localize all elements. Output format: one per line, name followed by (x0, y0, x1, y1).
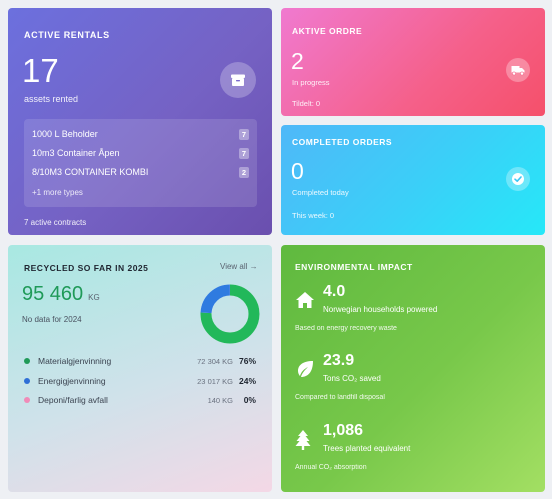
view-all-link[interactable]: View all → (220, 262, 258, 271)
legend-dot (24, 397, 30, 403)
active-orders-count: 2 (291, 48, 304, 74)
category-amount: 23 017 KG (197, 376, 233, 386)
active-rentals-card[interactable]: ACTIVE RENTALS 17 assets rented 1000 L B… (8, 8, 272, 235)
more-types-link[interactable]: +1 more types (32, 188, 83, 197)
impact-value: 23.9 (323, 352, 355, 369)
environmental-impact-card: ENVIRONMENTAL IMPACT 4.0 Norwegian house… (281, 245, 545, 492)
previous-year-note: No data for 2024 (22, 315, 82, 324)
list-item: Energigjenvinning 23 017 KG 24% (24, 375, 256, 387)
impact-note: Compared to landfill disposal (295, 394, 385, 401)
card-title: COMPLETED ORDERS (292, 137, 393, 147)
legend-dot (24, 358, 30, 364)
category-percent: 76% (238, 356, 256, 366)
card-title: RECYCLED SO FAR IN 2025 (24, 263, 149, 273)
house-icon (295, 291, 315, 314)
category-amount: 72 304 KG (197, 356, 233, 366)
list-item[interactable]: 1000 L Beholder 7 (32, 127, 249, 141)
category-name: Materialgjenvinning (38, 356, 112, 366)
impact-note: Based on energy recovery waste (295, 325, 397, 332)
impact-description: Trees planted equivalent (323, 444, 411, 453)
category-name: Energigjenvinning (38, 376, 106, 386)
active-contracts-text: 7 active contracts (24, 218, 87, 227)
recycled-total-unit: KG (88, 293, 100, 302)
rental-type-name: 8/10M3 CONTAINER KOMBI (32, 167, 149, 177)
card-title: ENVIRONMENTAL IMPACT (295, 262, 413, 272)
list-item: Materialgjenvinning 72 304 KG 76% (24, 355, 256, 367)
legend-dot (24, 378, 30, 384)
rental-type-name: 10m3 Container Åpen (32, 148, 120, 158)
category-percent: 24% (238, 376, 256, 386)
completed-orders-subtitle: Completed today (292, 188, 349, 197)
category-amount: 140 KG (207, 395, 233, 405)
active-orders-subtitle: In progress (292, 78, 330, 87)
check-circle-icon (506, 167, 530, 191)
impact-note: Annual CO₂ absorption (295, 464, 367, 471)
rentals-subtitle: assets rented (24, 94, 79, 104)
impact-description: Tons CO₂ saved (323, 374, 381, 383)
rentals-count: 17 (22, 52, 59, 89)
active-orders-card[interactable]: AKTIVE ORDRE 2 In progress Tildelt: 0 (281, 8, 545, 116)
recycled-card: RECYCLED SO FAR IN 2025 View all → 95 46… (8, 245, 272, 492)
recycled-total: 95 460 KG (22, 283, 100, 306)
rental-qty-badge: 7 (238, 128, 249, 140)
category-name: Deponi/farlig avfall (38, 395, 108, 405)
rental-type-name: 1000 L Beholder (32, 129, 98, 139)
rental-types-list: 1000 L Beholder 7 10m3 Container Åpen 7 … (24, 119, 257, 207)
card-title: AKTIVE ORDRE (292, 26, 363, 36)
box-icon (220, 62, 256, 98)
impact-value: 4.0 (323, 283, 346, 300)
rental-qty-badge: 7 (238, 147, 249, 159)
impact-description: Norwegian households powered (323, 305, 438, 314)
category-percent: 0% (243, 395, 256, 405)
impact-value: 1,086 (323, 422, 364, 439)
completed-orders-card[interactable]: COMPLETED ORDERS 0 Completed today This … (281, 125, 545, 235)
list-item[interactable]: 10m3 Container Åpen 7 (32, 146, 249, 160)
list-item: Deponi/farlig avfall 140 KG 0% (24, 394, 256, 406)
assigned-count-text: Tildelt: 0 (292, 99, 321, 108)
donut-slice (200, 284, 260, 344)
leaf-icon (295, 360, 315, 383)
tree-icon (295, 430, 311, 455)
card-title: ACTIVE RENTALS (24, 30, 110, 40)
rental-qty-badge: 2 (238, 166, 249, 178)
week-count-text: This week: 0 (292, 211, 335, 220)
truck-icon (506, 58, 530, 82)
recycled-total-value: 95 460 (22, 283, 84, 305)
recycling-donut-chart (200, 284, 260, 344)
completed-orders-count: 0 (291, 158, 304, 184)
list-item[interactable]: 8/10M3 CONTAINER KOMBI 2 (32, 165, 249, 179)
